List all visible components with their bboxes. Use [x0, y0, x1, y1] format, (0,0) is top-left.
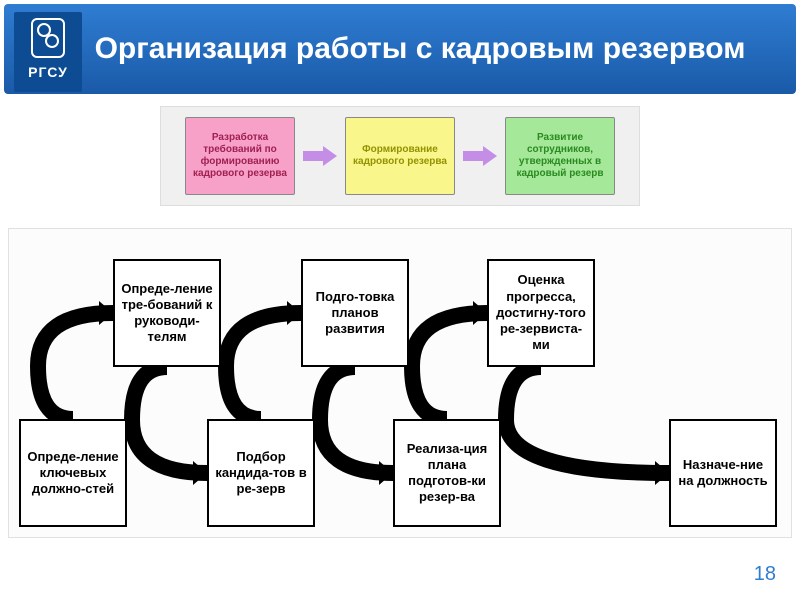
top-flow-box-0: Разработка требований по формированию ка…: [185, 117, 295, 195]
bottom-lower-box-0: Опреде-ление ключевых должно-стей: [19, 419, 127, 527]
arrow-right-icon: [463, 146, 497, 166]
bottom-upper-box-2: Оценка прогресса, достигну-того ре-зерви…: [487, 259, 595, 367]
page-title: Организация работы с кадровым резервом: [4, 32, 796, 67]
logo: РГСУ: [14, 12, 82, 92]
bottom-lower-box-3: Назначе-ние на должность: [669, 419, 777, 527]
header-bar: РГСУ Организация работы с кадровым резер…: [4, 4, 796, 94]
logo-text: РГСУ: [28, 64, 68, 80]
people-icon: [31, 18, 65, 58]
top-flow-box-2: Развитие сотрудников, утвержденных в кад…: [505, 117, 615, 195]
bottom-lower-box-1: Подбор кандида-тов в ре-зерв: [207, 419, 315, 527]
bottom-upper-box-1: Подго-товка планов развития: [301, 259, 409, 367]
bottom-lower-box-2: Реализа-ция плана подготов-ки резер-ва: [393, 419, 501, 527]
top-flow-box-1: Формирование кадрового резерва: [345, 117, 455, 195]
bottom-upper-box-0: Опреде-ление тре-бований к руководи-теля…: [113, 259, 221, 367]
top-flow: Разработка требований по формированию ка…: [160, 106, 640, 206]
arrow-right-icon: [303, 146, 337, 166]
bottom-flow: Опреде-ление ключевых должно-стей Подбор …: [8, 228, 792, 538]
page-number: 18: [754, 563, 776, 586]
